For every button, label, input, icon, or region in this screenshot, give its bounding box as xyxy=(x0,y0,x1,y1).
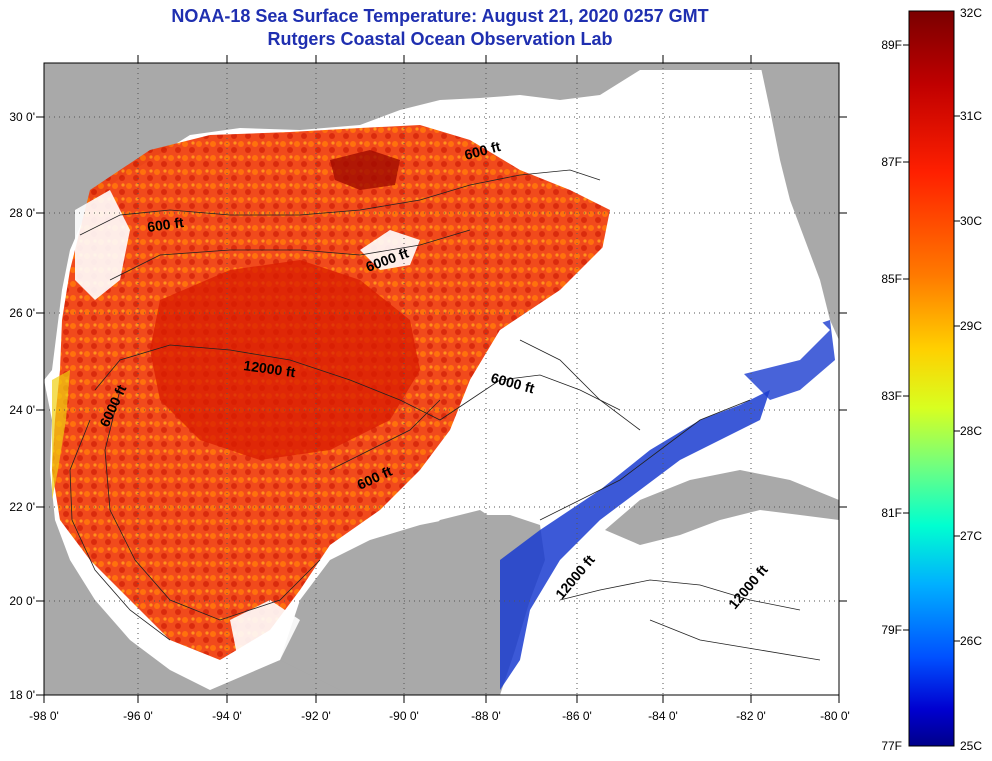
map-frame xyxy=(43,62,840,696)
colorbar-celsius-label: 30C xyxy=(960,214,982,228)
lon-label: -94 0' xyxy=(212,709,242,723)
lon-label: -88 0' xyxy=(471,709,501,723)
lon-label: -82 0' xyxy=(736,709,766,723)
land-cuba xyxy=(605,470,839,545)
graticule xyxy=(44,63,839,695)
lon-label: -84 0' xyxy=(648,709,678,723)
lat-label: 28 0' xyxy=(9,206,35,220)
lon-label: -80 0' xyxy=(820,709,850,723)
sst-hot-north xyxy=(330,150,400,190)
colorbar-celsius-label: 31C xyxy=(960,109,982,123)
land-florida xyxy=(760,63,839,340)
tick-marks xyxy=(36,55,847,703)
colorbar-celsius-label: 25C xyxy=(960,739,982,753)
sst-yellow-fringe xyxy=(52,370,70,500)
colorbar-fahrenheit-label: 81F xyxy=(881,506,902,520)
no-data-gap-south xyxy=(230,600,300,670)
no-data-gap-caribbean xyxy=(560,530,839,695)
land-north-gulf xyxy=(44,63,839,380)
colorbar-fahrenheit-label: 83F xyxy=(881,389,902,403)
lon-label: -86 0' xyxy=(562,709,592,723)
colorbar-celsius-label: 26C xyxy=(960,634,982,648)
land-yucatan xyxy=(280,515,545,695)
colorbar-celsius-label: 27C xyxy=(960,529,982,543)
lat-label: 30 0' xyxy=(9,110,35,124)
lat-label: 26 0' xyxy=(9,306,35,320)
contour-label: 600 ft xyxy=(146,214,185,235)
colorbar-fahrenheit-label: 85F xyxy=(881,272,902,286)
colorbar-fahrenheit-label: 79F xyxy=(881,623,902,637)
lon-label: -92 0' xyxy=(301,709,331,723)
lon-label: -98 0' xyxy=(29,709,59,723)
no-data-gap-east xyxy=(470,220,830,480)
colorbar-fahrenheit-label: 89F xyxy=(881,38,902,52)
colorbar-fahrenheit-label: 77F xyxy=(881,739,902,753)
colorbar xyxy=(908,10,955,747)
colorbar-fahrenheit-label: 87F xyxy=(881,155,902,169)
lat-label: 22 0' xyxy=(9,500,35,514)
bathymetry-contours xyxy=(69,169,821,661)
lat-label: 20 0' xyxy=(9,594,35,608)
no-data-gap-west xyxy=(75,190,130,300)
lon-label: -90 0' xyxy=(389,709,419,723)
colorbar-celsius-label: 28C xyxy=(960,424,982,438)
map-title: NOAA-18 Sea Surface Temperature: August … xyxy=(171,6,709,26)
lat-label: 24 0' xyxy=(9,403,35,417)
colorbar-celsius-label: 29C xyxy=(960,319,982,333)
map-subtitle: Rutgers Coastal Ocean Observation Lab xyxy=(267,29,613,49)
contour-label: 12000 ft xyxy=(243,357,297,380)
sst-cool-yucatan xyxy=(500,390,770,690)
colorbar-ticks xyxy=(903,44,960,642)
sst-hot-core xyxy=(150,260,420,460)
lat-label: 18 0' xyxy=(9,688,35,702)
lon-label: -96 0' xyxy=(123,709,153,723)
colorbar-celsius-label: 32C xyxy=(960,6,982,20)
